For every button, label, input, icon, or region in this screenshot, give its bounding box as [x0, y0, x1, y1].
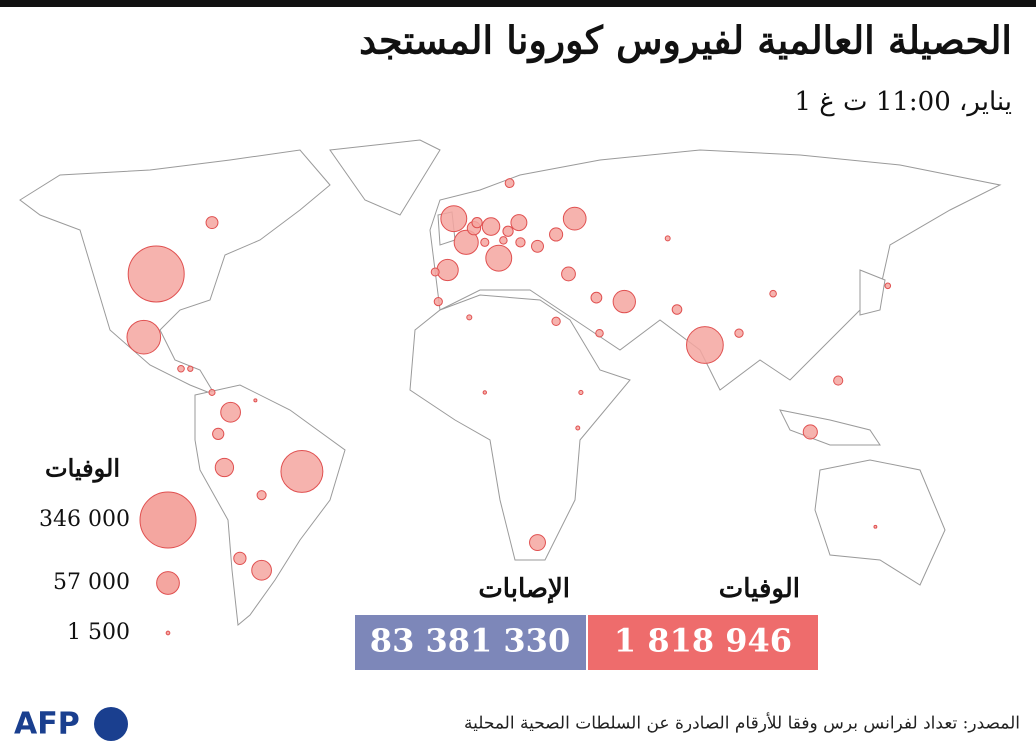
bubble: [485, 244, 513, 272]
source: المصدر: تعداد لفرانس برس وفقا للأرقام ال…: [464, 713, 1020, 734]
cases-box: [355, 615, 586, 670]
deaths-value: 1 818 946: [614, 622, 792, 660]
bubble: [873, 524, 878, 529]
bubble: [884, 282, 892, 290]
deaths-box: [588, 615, 818, 670]
bubble: [578, 389, 584, 396]
bubble: [436, 258, 459, 282]
legend-bubble: [156, 571, 180, 595]
bubble: [561, 266, 576, 282]
legend-bubble: [165, 630, 171, 636]
bubble: [253, 398, 258, 403]
legend-title: الوفيات: [45, 454, 120, 484]
bubble: [510, 214, 528, 232]
bubble: [480, 237, 490, 247]
bubble: [562, 206, 587, 231]
bubble: [127, 245, 185, 303]
world-map: [19, 139, 1002, 626]
legend-label: 346 000: [39, 507, 130, 532]
bubble: [187, 365, 194, 372]
title: الحصيلة العالمية لفيروس كورونا المستجد: [359, 18, 1012, 64]
bubble: [220, 401, 241, 423]
top-bar: [0, 0, 1036, 7]
legend-label: 57 000: [53, 570, 130, 595]
bubble: [251, 559, 272, 581]
bubbles: [126, 178, 892, 581]
bubble: [208, 388, 216, 396]
bubble: [595, 328, 604, 338]
bubble: [612, 289, 636, 314]
logo-circle: [94, 707, 128, 741]
bubble: [453, 229, 479, 255]
bubble: [481, 217, 501, 236]
bubble: [515, 237, 526, 248]
bubble: [549, 227, 564, 242]
bubble: [280, 449, 324, 493]
bubble: [233, 551, 247, 565]
bubble: [664, 235, 671, 242]
bubble: [734, 328, 744, 338]
bubble: [575, 425, 581, 431]
bubble: [499, 236, 508, 245]
deaths-label: الوفيات: [719, 574, 800, 604]
bubble: [551, 316, 561, 327]
bubble: [471, 216, 483, 229]
bubble: [590, 291, 603, 304]
bubble: [433, 297, 443, 307]
legend: 346 000 57 000 1 500: [39, 491, 197, 645]
bubble: [440, 205, 468, 233]
bubble: [256, 490, 267, 501]
bubble: [430, 267, 440, 277]
cases-label: الإصابات: [478, 574, 570, 604]
bubble: [482, 390, 487, 395]
bubble: [177, 364, 185, 373]
bubble: [833, 375, 844, 386]
bubble: [802, 424, 818, 440]
bubble: [531, 239, 544, 253]
bubble: [769, 289, 777, 298]
legend-bubble: [139, 491, 197, 549]
logo: AFP: [14, 707, 80, 742]
bubble: [529, 534, 546, 552]
bubble: [502, 225, 514, 237]
bubble: [214, 457, 235, 478]
bubble: [686, 326, 724, 364]
bubble: [466, 314, 473, 321]
bubble: [126, 319, 162, 355]
bubble: [205, 216, 219, 230]
legend-label: 1 500: [67, 620, 130, 645]
subtitle: 1 يناير، 11:00 ت غ: [794, 87, 1012, 117]
bubble: [212, 427, 225, 441]
bubble: [504, 178, 515, 189]
bubble: [671, 304, 683, 315]
cases-value: 83 381 330: [370, 622, 570, 660]
